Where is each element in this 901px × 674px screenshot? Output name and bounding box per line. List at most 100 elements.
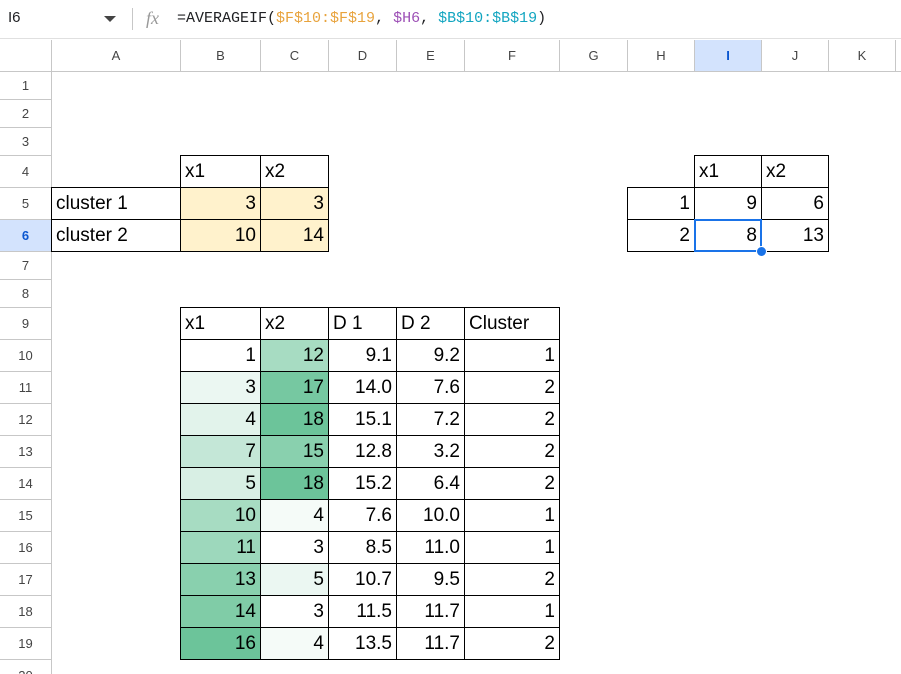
- row-header[interactable]: 4: [0, 156, 52, 188]
- data-cell[interactable]: 13: [180, 563, 261, 596]
- row-header[interactable]: 3: [0, 128, 52, 156]
- header-cell[interactable]: x1: [180, 307, 261, 340]
- data-cell[interactable]: 3.2: [396, 435, 465, 468]
- row-label[interactable]: cluster 2: [51, 219, 181, 252]
- header-cell[interactable]: x1: [694, 155, 762, 188]
- row-header[interactable]: 8: [0, 280, 52, 308]
- column-header[interactable]: D: [329, 40, 397, 72]
- header-cell[interactable]: Cluster: [464, 307, 560, 340]
- row-label[interactable]: 1: [627, 187, 695, 220]
- row-header[interactable]: 5: [0, 188, 52, 220]
- data-cell[interactable]: 6.4: [396, 467, 465, 500]
- data-cell[interactable]: 12: [260, 339, 329, 372]
- column-header[interactable]: J: [762, 40, 829, 72]
- data-cell[interactable]: 2: [464, 563, 560, 596]
- header-cell[interactable]: D 2: [396, 307, 465, 340]
- cell[interactable]: 10: [180, 219, 261, 252]
- data-cell[interactable]: 3: [260, 531, 329, 564]
- header-cell[interactable]: x1: [180, 155, 261, 188]
- row-header[interactable]: 13: [0, 436, 52, 468]
- data-cell[interactable]: 2: [464, 467, 560, 500]
- data-cell[interactable]: 12.8: [328, 435, 397, 468]
- data-cell[interactable]: 16: [180, 627, 261, 660]
- header-cell[interactable]: x2: [761, 155, 829, 188]
- data-cell[interactable]: 5: [180, 467, 261, 500]
- data-cell[interactable]: 18: [260, 467, 329, 500]
- row-header[interactable]: 19: [0, 628, 52, 660]
- cell[interactable]: 3: [180, 187, 261, 220]
- data-cell[interactable]: 14: [180, 595, 261, 628]
- header-cell[interactable]: D 1: [328, 307, 397, 340]
- row-label[interactable]: 2: [627, 219, 695, 252]
- row-header[interactable]: 6: [0, 220, 52, 252]
- data-cell[interactable]: 2: [464, 403, 560, 436]
- data-cell[interactable]: 3: [180, 371, 261, 404]
- row-header[interactable]: 7: [0, 252, 52, 280]
- row-header[interactable]: 14: [0, 468, 52, 500]
- data-cell[interactable]: 1: [464, 595, 560, 628]
- data-cell[interactable]: 4: [180, 403, 261, 436]
- data-cell[interactable]: 1: [180, 339, 261, 372]
- header-cell[interactable]: x2: [260, 155, 329, 188]
- data-cell[interactable]: 11.7: [396, 627, 465, 660]
- data-cell[interactable]: 11: [180, 531, 261, 564]
- cell[interactable]: 6: [761, 187, 829, 220]
- fill-handle[interactable]: [756, 246, 767, 257]
- data-cell[interactable]: 9.2: [396, 339, 465, 372]
- data-cell[interactable]: 11.0: [396, 531, 465, 564]
- row-header[interactable]: 1: [0, 72, 52, 100]
- data-cell[interactable]: 2: [464, 371, 560, 404]
- cell-reference[interactable]: I6: [8, 9, 21, 26]
- data-cell[interactable]: 5: [260, 563, 329, 596]
- column-header[interactable]: I: [695, 40, 762, 72]
- data-cell[interactable]: 10.7: [328, 563, 397, 596]
- column-header[interactable]: F: [465, 40, 560, 72]
- header-cell[interactable]: x2: [260, 307, 329, 340]
- data-cell[interactable]: 2: [464, 435, 560, 468]
- data-cell[interactable]: 1: [464, 531, 560, 564]
- cell[interactable]: 9: [694, 187, 762, 220]
- data-cell[interactable]: 15: [260, 435, 329, 468]
- cell[interactable]: 8: [694, 219, 762, 252]
- column-header[interactable]: K: [829, 40, 896, 72]
- data-cell[interactable]: 7.6: [328, 499, 397, 532]
- data-cell[interactable]: 7.6: [396, 371, 465, 404]
- data-cell[interactable]: 13.5: [328, 627, 397, 660]
- row-header[interactable]: 11: [0, 372, 52, 404]
- row-header[interactable]: 9: [0, 308, 52, 340]
- row-header[interactable]: 17: [0, 564, 52, 596]
- formula[interactable]: =AVERAGEIF($F$10:$F$19, $H6, $B$10:$B$19…: [177, 10, 546, 27]
- column-header[interactable]: G: [560, 40, 628, 72]
- row-label[interactable]: cluster 1: [51, 187, 181, 220]
- row-header[interactable]: 12: [0, 404, 52, 436]
- data-cell[interactable]: 9.5: [396, 563, 465, 596]
- data-cell[interactable]: 15.2: [328, 467, 397, 500]
- data-cell[interactable]: 7: [180, 435, 261, 468]
- row-header[interactable]: 20: [0, 660, 52, 674]
- cell[interactable]: 3: [260, 187, 329, 220]
- data-cell[interactable]: 4: [260, 499, 329, 532]
- data-cell[interactable]: 15.1: [328, 403, 397, 436]
- column-header[interactable]: A: [52, 40, 181, 72]
- column-header[interactable]: E: [397, 40, 465, 72]
- row-header[interactable]: 15: [0, 500, 52, 532]
- data-cell[interactable]: 8.5: [328, 531, 397, 564]
- cell[interactable]: 14: [260, 219, 329, 252]
- column-header[interactable]: H: [628, 40, 695, 72]
- data-cell[interactable]: 7.2: [396, 403, 465, 436]
- data-cell[interactable]: 11.5: [328, 595, 397, 628]
- data-cell[interactable]: 1: [464, 499, 560, 532]
- data-cell[interactable]: 11.7: [396, 595, 465, 628]
- data-cell[interactable]: 18: [260, 403, 329, 436]
- row-header[interactable]: 16: [0, 532, 52, 564]
- row-header[interactable]: 10: [0, 340, 52, 372]
- row-header[interactable]: 2: [0, 100, 52, 128]
- column-header[interactable]: C: [261, 40, 329, 72]
- data-cell[interactable]: 3: [260, 595, 329, 628]
- data-cell[interactable]: 17: [260, 371, 329, 404]
- data-cell[interactable]: 4: [260, 627, 329, 660]
- column-header[interactable]: B: [181, 40, 261, 72]
- row-header[interactable]: 18: [0, 596, 52, 628]
- data-cell[interactable]: 1: [464, 339, 560, 372]
- name-box-dropdown[interactable]: [104, 16, 116, 22]
